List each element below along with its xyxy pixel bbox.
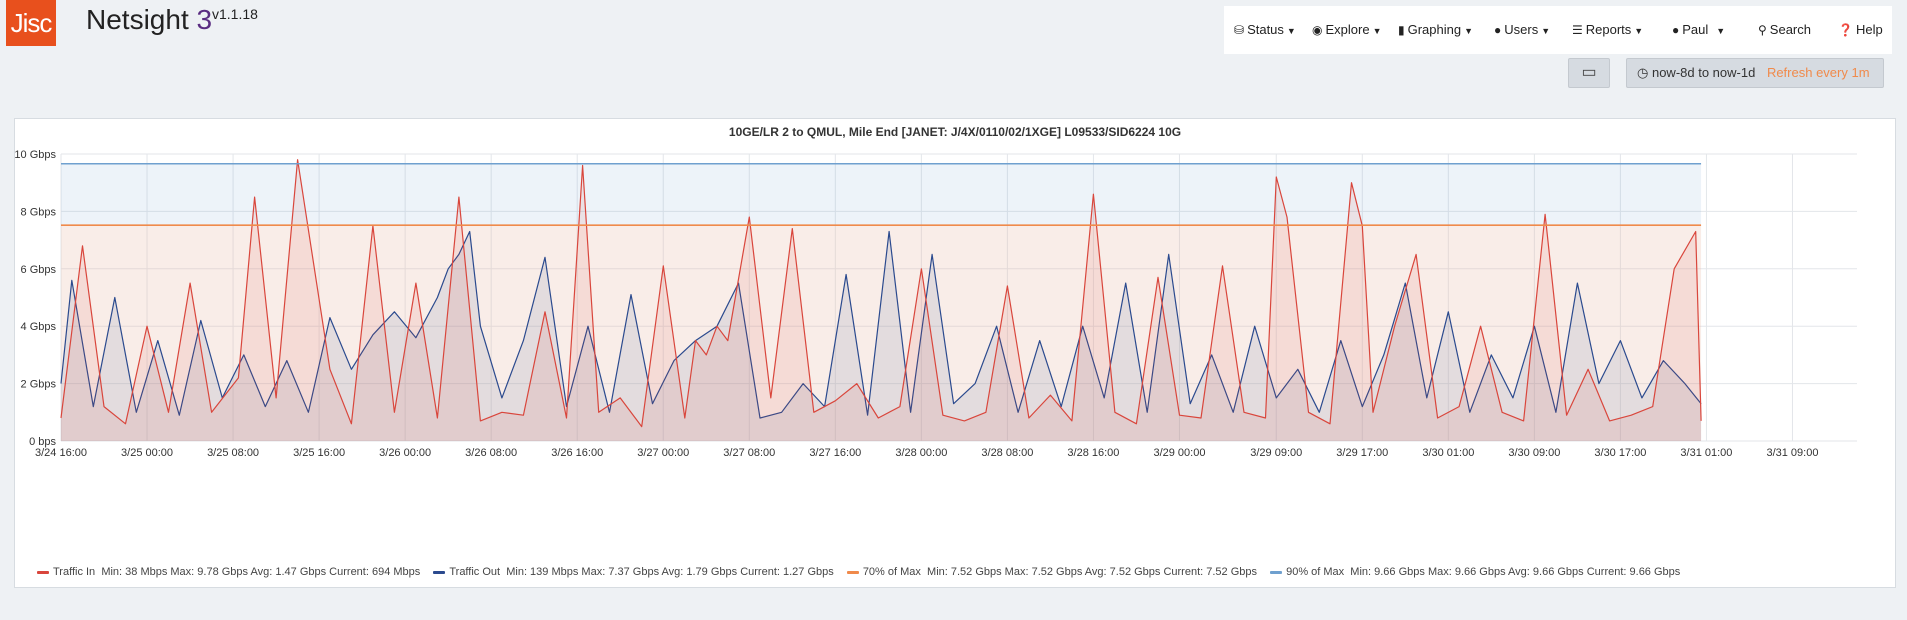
- legend-stats: Min: 38 Mbps Max: 9.78 Gbps Avg: 1.47 Gb…: [101, 566, 421, 578]
- app-title[interactable]: Netsight 3: [86, 4, 212, 36]
- nav-users[interactable]: ● Users ▼: [1494, 22, 1550, 37]
- nav-reports-label: Reports: [1585, 22, 1632, 37]
- x-tick-label: 3/30 17:00: [1594, 447, 1646, 459]
- x-tick-label: 3/28 08:00: [981, 447, 1033, 459]
- x-tick-label: 3/25 16:00: [293, 447, 345, 459]
- traffic-in-line: [60, 159, 1702, 428]
- traffic-chart[interactable]: 0 bps 2 Gbps 4 Gbps 6 Gbps 8 Gbps 10 Gbps 3/24…: [15, 119, 1895, 559]
- search-icon: ⚲: [1758, 23, 1767, 37]
- legend-traffic-out[interactable]: Traffic Out Min: 139 Mbps Max: 7.37 Gbps…: [433, 566, 834, 578]
- legend-name: 70% of Max: [862, 566, 921, 578]
- traffic-in-area: [61, 159, 1702, 441]
- x-tick-label: 3/27 16:00: [809, 447, 861, 459]
- globe-icon: ◉: [1312, 23, 1323, 37]
- nav-graphing[interactable]: ▮ Graphing ▼: [1398, 22, 1473, 37]
- y-tick-label: 6 Gbps: [21, 264, 57, 276]
- refresh-interval: Refresh every 1m: [1766, 65, 1870, 80]
- legend-stats: Min: 139 Mbps Max: 7.37 Gbps Avg: 1.79 G…: [506, 566, 834, 578]
- brand-area: Netsight 3 v1.1.18: [68, 0, 1224, 46]
- jisc-logo[interactable]: Jisc: [6, 0, 56, 46]
- caret-down-icon: ▼: [1634, 26, 1644, 36]
- question-circle-icon: ❓: [1838, 23, 1853, 37]
- x-tick-label: 3/26 08:00: [465, 447, 517, 459]
- x-tick-label: 3/26 16:00: [551, 447, 603, 459]
- legend-swatch: [846, 570, 859, 574]
- band-90-fill: [61, 163, 1702, 226]
- caret-down-icon: ▼: [1372, 26, 1382, 36]
- time-range-text: now-8d to now-1d: [1651, 65, 1756, 80]
- traffic-out-line: [60, 230, 1702, 419]
- legend-name: Traffic In: [53, 566, 96, 578]
- nav-search[interactable]: ⚲ Search: [1758, 22, 1811, 37]
- legend-swatch: [1270, 570, 1283, 574]
- user-icon: ●: [1494, 23, 1502, 37]
- y-tick-label: 2 Gbps: [21, 379, 57, 391]
- caret-down-icon: ▼: [1541, 26, 1551, 36]
- y-tick-label: 10 Gbps: [15, 149, 56, 161]
- nav-user-menu[interactable]: ● Paul ▼: [1672, 22, 1725, 37]
- x-tick-label: 3/25 08:00: [207, 447, 259, 459]
- caret-down-icon: ▼: [1286, 26, 1296, 36]
- y-tick-label: 4 Gbps: [21, 321, 57, 333]
- time-range-button[interactable]: ◷ now-8d to now-1d Refresh every 1m: [1626, 58, 1884, 88]
- nav-help-label: Help: [1855, 22, 1883, 37]
- traffic-out-area: [61, 231, 1702, 441]
- monitor-icon: ▭: [1581, 64, 1597, 81]
- main-nav: ⛁ Status ▼ ◉ Explore ▼ ▮ Graphing ▼ ● Users ▼ ☰ R…: [1224, 6, 1892, 54]
- app-name-number: 3: [196, 4, 213, 35]
- legend-swatch: [37, 570, 49, 574]
- top-bar: Jisc Netsight 3 v1.1.18 ⛁ Status ▼ ◉ Explor…: [0, 0, 1907, 56]
- nav-explore[interactable]: ◉ Explore ▼: [1312, 22, 1381, 37]
- nav-reports[interactable]: ☰ Reports ▼: [1572, 22, 1643, 37]
- x-tick-label: 3/31 09:00: [1766, 447, 1818, 459]
- chart-legend: Traffic In Min: 38 Mbps Max: 9.78 Gbps A…: [37, 566, 1690, 578]
- legend-name: 90% of Max: [1286, 566, 1345, 578]
- band-70-fill: [61, 225, 1702, 441]
- x-tick-label: 3/30 01:00: [1422, 447, 1474, 459]
- x-tick-label: 3/27 00:00: [637, 447, 689, 459]
- nav-user-label: Paul: [1682, 22, 1709, 37]
- nav-users-label: Users: [1504, 22, 1539, 37]
- x-tick-label: 3/30 09:00: [1508, 447, 1560, 459]
- nav-search-label: Search: [1769, 22, 1811, 37]
- x-tick-label: 3/25 00:00: [121, 447, 173, 459]
- nav-explore-label: Explore: [1325, 22, 1370, 37]
- legend-traffic-in[interactable]: Traffic In Min: 38 Mbps Max: 9.78 Gbps A…: [37, 566, 420, 578]
- x-tick-label: 3/29 09:00: [1250, 447, 1302, 459]
- graph-panel: 10GE/LR 2 to QMUL, Mile End [JANET: J/4X…: [14, 118, 1896, 588]
- x-tick-label: 3/28 00:00: [895, 447, 947, 459]
- legend-stats: Min: 9.66 Gbps Max: 9.66 Gbps Avg: 9.66 …: [1350, 566, 1681, 578]
- nav-status[interactable]: ⛁ Status ▼: [1234, 22, 1296, 37]
- legend-stats: Min: 7.52 Gbps Max: 7.52 Gbps Avg: 7.52 …: [927, 566, 1258, 578]
- app-name: Netsight: [86, 4, 189, 35]
- x-tick-label: 3/24 16:00: [35, 447, 87, 459]
- caret-down-icon: ▼: [1464, 26, 1474, 36]
- user-icon: ●: [1672, 23, 1680, 37]
- legend-name: Traffic Out: [449, 566, 501, 578]
- database-icon: ⛁: [1234, 23, 1245, 37]
- y-tick-label: 8 Gbps: [21, 206, 57, 218]
- nav-graphing-label: Graphing: [1407, 22, 1462, 37]
- x-tick-label: 3/27 08:00: [723, 447, 775, 459]
- legend-70-of-max[interactable]: 70% of Max Min: 7.52 Gbps Max: 7.52 Gbps…: [846, 566, 1258, 578]
- clock-icon: ◷: [1637, 65, 1649, 80]
- list-icon: ☰: [1572, 23, 1583, 37]
- display-mode-button[interactable]: ▭: [1568, 58, 1610, 88]
- y-tick-label: 0 bps: [29, 436, 56, 448]
- x-tick-label: 3/26 00:00: [379, 447, 431, 459]
- chart-title: 10GE/LR 2 to QMUL, Mile End [JANET: J/4X…: [728, 125, 1182, 139]
- x-tick-label: 3/31 01:00: [1680, 447, 1732, 459]
- legend-swatch: [433, 570, 446, 574]
- nav-help[interactable]: ❓ Help: [1838, 22, 1883, 37]
- caret-down-icon: ▼: [1716, 26, 1726, 36]
- legend-90-of-max[interactable]: 90% of Max Min: 9.66 Gbps Max: 9.66 Gbps…: [1270, 566, 1680, 578]
- x-tick-label: 3/29 00:00: [1153, 447, 1205, 459]
- x-tick-label: 3/29 17:00: [1336, 447, 1388, 459]
- x-tick-label: 3/28 16:00: [1067, 447, 1119, 459]
- nav-status-label: Status: [1247, 22, 1284, 37]
- signal-icon: ▮: [1398, 23, 1405, 37]
- app-version: v1.1.18: [212, 6, 258, 22]
